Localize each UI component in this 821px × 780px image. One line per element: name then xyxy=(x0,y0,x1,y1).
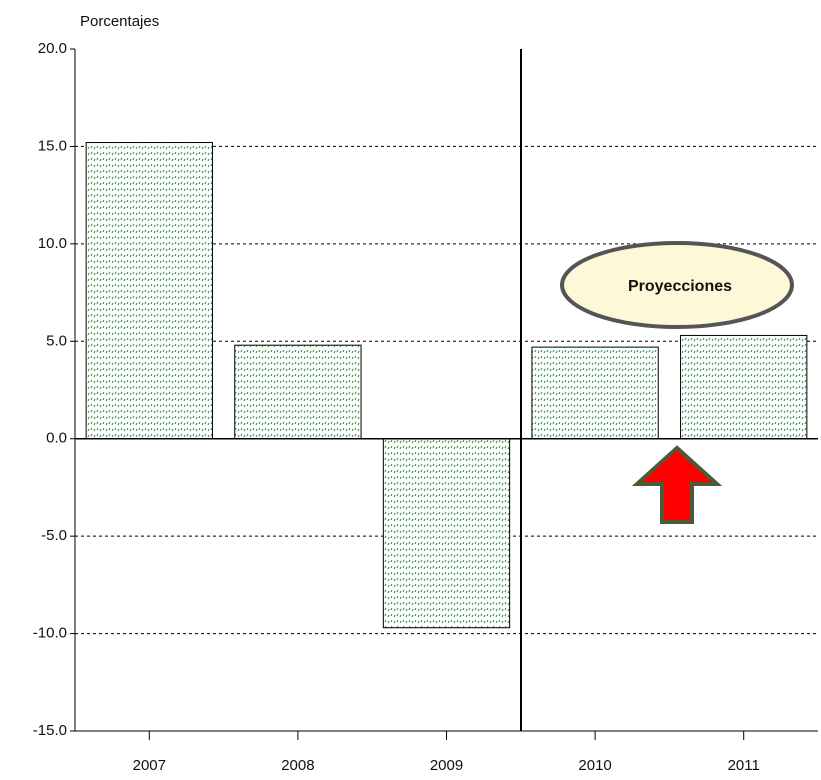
bar xyxy=(531,346,659,440)
x-tick-label: 2007 xyxy=(133,757,166,774)
x-tick-label: 2008 xyxy=(281,757,314,774)
arrow xyxy=(631,445,723,524)
y-tick-label: 10.0 xyxy=(38,235,67,252)
bar xyxy=(85,142,213,440)
bar xyxy=(234,344,362,440)
annotation-bubble xyxy=(560,241,794,329)
x-tick-label: 2011 xyxy=(728,757,760,774)
y-tick-label: 5.0 xyxy=(46,332,67,349)
bar xyxy=(680,334,808,440)
y-tick-label: -5.0 xyxy=(41,527,67,544)
y-tick-label: -15.0 xyxy=(33,722,67,739)
annotation: Proyecciones xyxy=(628,278,732,295)
y-tick-label: -10.0 xyxy=(33,625,67,642)
y-axis-label: Porcentajes xyxy=(80,13,159,30)
y-tick-label: 15.0 xyxy=(38,137,67,154)
x-tick-label: 2009 xyxy=(430,757,463,774)
y-tick-label: 0.0 xyxy=(46,430,67,447)
bar xyxy=(382,438,511,629)
y-tick-label: 20.0 xyxy=(38,40,67,57)
x-tick-label: 2010 xyxy=(578,757,611,774)
